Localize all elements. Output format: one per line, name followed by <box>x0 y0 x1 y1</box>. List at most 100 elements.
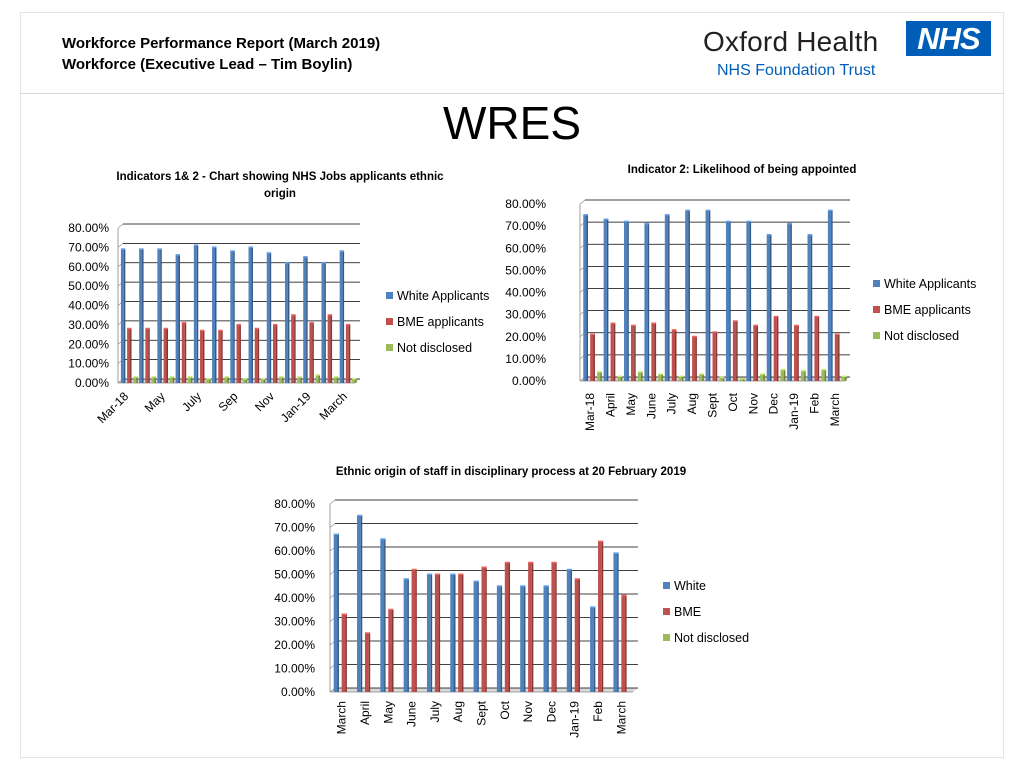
x-tick-label: May <box>381 701 395 724</box>
bar-top <box>590 606 596 608</box>
bar-top <box>685 209 690 212</box>
y-tick-label: 10.00% <box>68 357 109 371</box>
legend-label: White <box>674 579 706 593</box>
x-tick-label: Aug <box>451 701 465 722</box>
bar-side <box>600 372 602 381</box>
bar-side <box>804 371 806 381</box>
bar-top <box>800 370 806 372</box>
x-tick-label: March <box>317 389 350 422</box>
x-tick-label: Dec <box>544 701 558 722</box>
bar-bme-applicants <box>671 330 675 381</box>
bar-bme <box>621 595 626 692</box>
bar-white <box>450 574 454 692</box>
bar-white <box>613 553 618 692</box>
legend-label: BME applicants <box>884 303 971 317</box>
slide-title: WRES <box>443 97 581 149</box>
bar-bme <box>574 579 579 692</box>
bar-top <box>732 320 738 322</box>
bar-white <box>473 581 478 692</box>
bar-top <box>248 246 253 248</box>
bar-top <box>473 580 479 583</box>
bar-side <box>625 595 627 692</box>
bar-side <box>810 234 813 381</box>
header-divider <box>20 93 1004 94</box>
bar-not-disclosed <box>800 371 805 381</box>
bar-top <box>794 324 799 327</box>
bar-white-applicants <box>644 223 648 381</box>
bar-white-applicants <box>266 253 270 383</box>
bar-top <box>309 321 314 324</box>
bar-top <box>260 378 266 380</box>
bar-side <box>154 377 156 383</box>
bar-white-applicants <box>787 223 791 381</box>
bar-top <box>780 368 786 371</box>
x-tick-label: Jan-19 <box>787 393 801 430</box>
bar-side <box>136 377 138 383</box>
bar-top <box>212 246 217 248</box>
bar-bme-applicants <box>200 330 203 383</box>
y-tick-label: 60.00% <box>68 260 109 274</box>
bar-bme-applicants <box>291 315 295 383</box>
bar-top <box>242 378 248 380</box>
x-tick-label: March <box>614 701 628 734</box>
bar-side <box>756 325 759 381</box>
x-tick-label: Oct <box>726 392 740 411</box>
bar-side <box>601 541 604 692</box>
bar-bme-applicants <box>218 330 222 383</box>
bar-bme <box>598 541 602 692</box>
bar-top <box>254 327 260 330</box>
report-header: Workforce Performance Report (March 2019… <box>62 33 380 75</box>
bar-side <box>384 539 386 692</box>
bar-white-applicants <box>139 249 143 383</box>
bar-side <box>688 210 690 381</box>
bar-side <box>178 255 181 383</box>
bar-top <box>403 578 409 580</box>
x-tick-label: Mar-18 <box>94 389 131 426</box>
bar-side <box>708 210 711 381</box>
bar-side <box>172 377 175 383</box>
bar-top <box>426 573 433 575</box>
bar-side <box>209 379 211 383</box>
bar-not-disclosed <box>780 369 784 381</box>
bar-white-applicants <box>766 234 770 381</box>
bar-not-disclosed <box>760 374 764 381</box>
bar-side <box>570 569 573 692</box>
bar-top <box>188 376 193 378</box>
bar-top <box>699 373 704 375</box>
bar-top <box>333 376 339 378</box>
bar-top <box>193 244 199 246</box>
bar-top <box>434 573 441 575</box>
bar-not-disclosed <box>151 377 155 383</box>
bar-side <box>641 372 643 381</box>
bar-side <box>797 325 799 381</box>
bar-side <box>845 376 847 381</box>
bar-top <box>678 375 684 378</box>
x-tick-label: Aug <box>685 393 699 414</box>
bar-white <box>357 515 361 692</box>
bar-top <box>551 561 557 564</box>
y-tick-label: 50.00% <box>274 568 315 582</box>
bar-white-applicants <box>705 210 709 381</box>
bar-side <box>300 377 302 383</box>
y-tick-label: 30.00% <box>505 308 546 322</box>
bar-white-applicants <box>120 249 124 383</box>
bar-not-disclosed <box>637 372 642 381</box>
legend-swatch <box>873 306 880 313</box>
bar-side <box>263 379 266 383</box>
bar-top <box>583 214 589 216</box>
bar-white <box>496 586 501 692</box>
bar-not-disclosed <box>188 377 191 383</box>
bar-white <box>333 534 338 692</box>
bar-top <box>603 218 609 220</box>
bar-side <box>190 377 193 383</box>
y-tick-label: 10.00% <box>505 352 546 366</box>
bar-top <box>624 220 629 223</box>
y-tick-label: 40.00% <box>274 591 315 605</box>
gridline-depth <box>579 199 586 205</box>
report-subtitle: Workforce (Executive Lead – Tim Boylin) <box>62 56 353 73</box>
y-tick-label: 0.00% <box>512 374 546 388</box>
bar-top <box>644 222 650 225</box>
legend-label: Not disclosed <box>397 341 472 355</box>
bar-top <box>664 214 670 216</box>
